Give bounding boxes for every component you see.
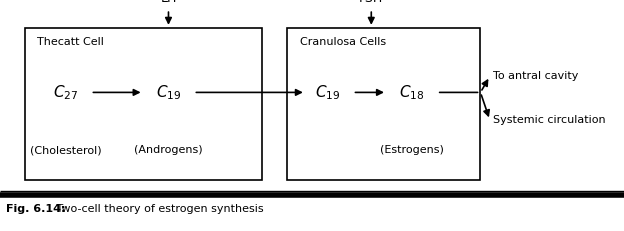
Bar xyxy=(25,28,262,180)
Text: LH: LH xyxy=(160,0,177,5)
Text: $\mathit{C}_{27}$: $\mathit{C}_{27}$ xyxy=(53,83,78,102)
Text: To antral cavity: To antral cavity xyxy=(493,71,578,81)
Text: Systemic circulation: Systemic circulation xyxy=(493,115,605,125)
Text: $\mathit{C}_{19}$: $\mathit{C}_{19}$ xyxy=(156,83,181,102)
Text: $\mathit{C}_{18}$: $\mathit{C}_{18}$ xyxy=(399,83,424,102)
Text: Two-cell theory of estrogen synthesis: Two-cell theory of estrogen synthesis xyxy=(53,204,264,214)
Text: (Estrogens): (Estrogens) xyxy=(380,145,444,155)
Text: FSH: FSH xyxy=(359,0,383,5)
Text: (Cholesterol): (Cholesterol) xyxy=(30,145,101,155)
Text: Сranulosa Cells: Сranulosa Cells xyxy=(300,37,386,47)
Text: (Androgens): (Androgens) xyxy=(134,145,203,155)
Text: Thecatt Cell: Thecatt Cell xyxy=(37,37,104,47)
Text: $\mathit{C}_{19}$: $\mathit{C}_{19}$ xyxy=(315,83,340,102)
Bar xyxy=(287,28,480,180)
Text: Fig. 6.14:: Fig. 6.14: xyxy=(6,204,66,214)
